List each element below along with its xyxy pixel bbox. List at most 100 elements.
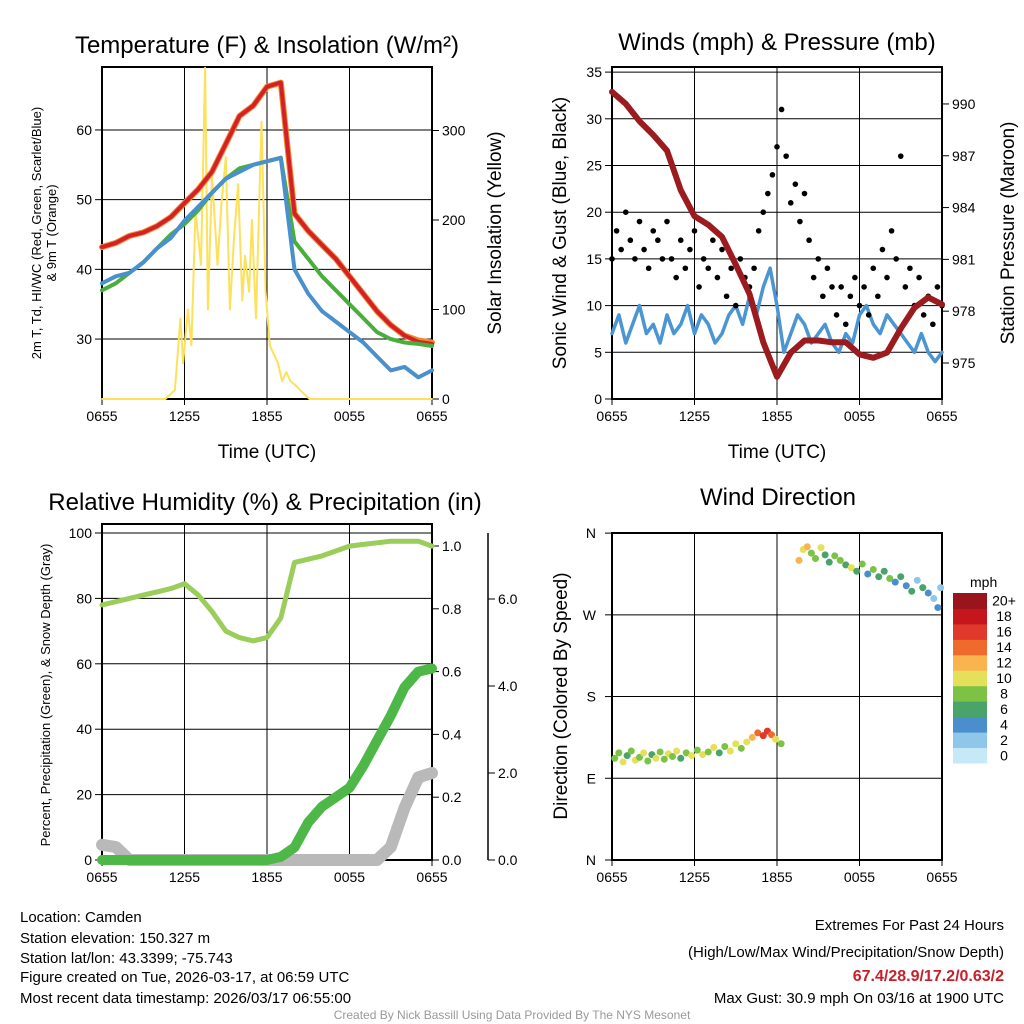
wind-direction-point — [759, 732, 767, 740]
gust-point — [618, 246, 624, 253]
gust-point — [829, 284, 835, 290]
wind-direction-point — [807, 549, 815, 557]
gust-point — [801, 190, 808, 197]
wind-direction-point — [623, 752, 631, 760]
legend-swatch — [953, 639, 987, 656]
legend-label: 4 — [1000, 716, 1008, 732]
wind-direction-point — [636, 753, 643, 761]
gust-point — [655, 237, 661, 244]
series-2m-t-line — [100, 80, 434, 346]
winds-x-tick-label: 1855 — [761, 408, 792, 424]
temp-y-axis-label-line1: 2m T, Td, HI/WC (Red, Green, Scarlet/Blu… — [29, 107, 44, 359]
precip-y-tick-label: 0.2 — [442, 789, 462, 805]
temp-x-tick-label: 0055 — [334, 408, 365, 424]
footer-elevation: Station elevation: 150.327 m — [20, 930, 210, 947]
temp-x-tick-label: 1255 — [169, 408, 200, 424]
wind-direction-point — [858, 560, 866, 568]
solar-y-tick-label: 300 — [442, 123, 466, 139]
wind-direction-point — [699, 751, 707, 759]
direction-x-tick-label: 0655 — [596, 869, 627, 885]
legend-swatch — [953, 654, 987, 671]
gust-point — [710, 237, 716, 244]
gust-point — [916, 274, 922, 281]
temp-y-tick-label: 40 — [76, 261, 92, 277]
wind-direction-point — [644, 757, 652, 765]
gust-point — [673, 274, 679, 281]
wind-direction-point — [611, 754, 619, 762]
legend-label: 10 — [996, 670, 1012, 686]
station-pressure-line — [609, 88, 945, 380]
gust-point — [787, 200, 794, 206]
legend-label: 20+ — [992, 593, 1016, 609]
wind-direction-point — [908, 587, 916, 595]
gust-point — [783, 153, 789, 159]
wind-direction-point — [919, 584, 927, 592]
gust-point — [677, 237, 684, 244]
wind-y-tick-label: 15 — [586, 251, 602, 267]
legend-swatch — [953, 623, 987, 640]
legend-label: 6 — [1000, 701, 1008, 717]
gust-point — [856, 302, 863, 309]
winds-plot-frame — [611, 66, 943, 400]
precip-y-tick-label: 1.0 — [442, 538, 462, 554]
wind-direction-point — [660, 755, 668, 763]
solar-y-tick-label: 200 — [442, 212, 466, 228]
gust-point — [930, 321, 936, 328]
wind-y-axis-label: Sonic Wind & Gust (Blue, Black) — [550, 97, 571, 369]
wind-direction-point — [812, 555, 819, 563]
max-gust: Max Gust: 30.9 mph On 03/16 at 1900 UTC — [714, 990, 1004, 1007]
pressure-y-tick-label: 975 — [952, 355, 976, 371]
precip-y-tick-label: 0.6 — [442, 664, 462, 680]
gust-point — [861, 284, 867, 290]
wind-direction-point — [715, 749, 723, 757]
direction-x-tick-label: 1855 — [761, 869, 792, 885]
temp-y-tick-label: 50 — [76, 192, 92, 208]
legend-label: 14 — [996, 639, 1012, 655]
rh-y-axis-label: Percent, Precipitation (Green), & Snow D… — [38, 544, 53, 847]
gust-point — [815, 256, 822, 262]
gust-point — [897, 153, 904, 159]
wind-direction-point — [627, 747, 635, 755]
wind-direction-point — [886, 575, 894, 583]
wind-direction-point — [682, 749, 690, 757]
wind-direction-point — [842, 561, 850, 569]
gust-point — [622, 209, 629, 215]
gust-point — [636, 218, 643, 225]
legend-swatch — [953, 701, 987, 718]
solar-y-tick-label: 100 — [442, 302, 466, 318]
gust-point — [645, 265, 652, 272]
extremes-title: Extremes For Past 24 Hours — [815, 917, 1004, 934]
gust-point — [920, 312, 927, 318]
gust-point — [865, 312, 872, 318]
wind-y-tick-label: 0 — [594, 391, 602, 407]
temp-x-tick-label: 0655 — [416, 408, 447, 424]
solar-y-axis-label: Solar Insolation (Yellow) — [485, 131, 506, 334]
precip-y-tick-label: 0.4 — [442, 726, 462, 742]
gust-point — [838, 284, 844, 290]
wind-direction-point — [777, 740, 785, 748]
wind-direction-point — [930, 594, 938, 602]
gust-point — [732, 302, 739, 309]
gust-point — [632, 256, 638, 262]
rh-y-tick-label: 40 — [76, 721, 92, 737]
winds-x-axis-label: Time (UTC) — [728, 442, 827, 463]
wind-direction-point — [704, 748, 712, 756]
gust-point — [659, 256, 666, 262]
wind-y-tick-label: 30 — [586, 111, 602, 127]
gust-point — [714, 274, 721, 281]
wind-direction-point — [864, 570, 872, 578]
rh-y-tick-label: 60 — [76, 656, 92, 672]
wind-direction-point — [640, 749, 648, 757]
wind-direction-point — [710, 743, 718, 751]
wind-direction-point — [677, 754, 685, 762]
wind-direction-point — [673, 747, 681, 755]
plots-layer: 0655 1255 1855 0055 065530405060010020030006… — [69, 64, 1016, 885]
wind-direction-point — [669, 752, 676, 760]
gust-point — [765, 190, 771, 197]
direction-x-tick-label: 0055 — [844, 869, 875, 885]
extremes-values: 67.4/28.9/17.2/0.63/2 — [853, 968, 1004, 985]
gust-point — [847, 293, 854, 300]
gust-point — [682, 265, 689, 272]
gust-point — [613, 228, 620, 234]
